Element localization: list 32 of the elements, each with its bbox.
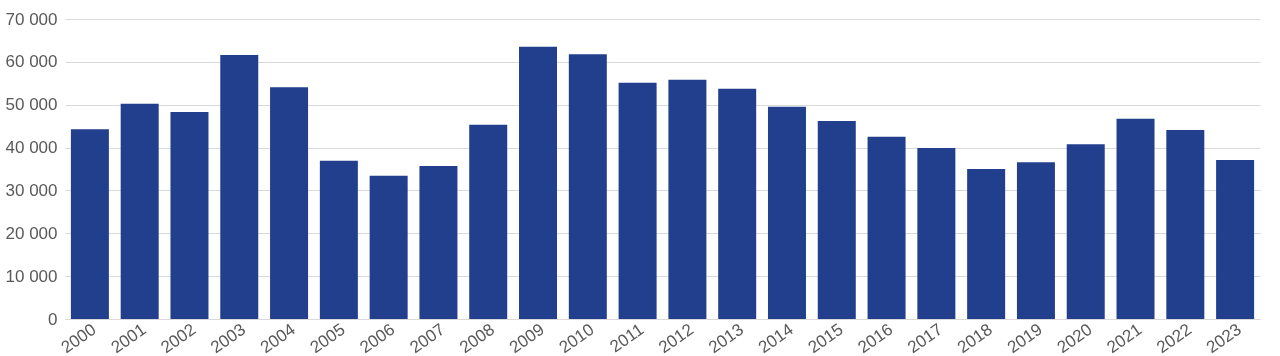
bar <box>1116 118 1155 319</box>
bar <box>319 160 358 319</box>
bar <box>469 124 508 319</box>
bar <box>568 54 607 319</box>
y-tick-label: 70 000 <box>5 9 58 29</box>
y-tick-label: 60 000 <box>5 52 58 72</box>
bar <box>369 175 408 319</box>
y-tick-label: 20 000 <box>5 223 58 243</box>
y-tick-label: 50 000 <box>5 95 58 115</box>
y-tick-label: 0 <box>48 309 58 329</box>
bar <box>70 129 109 319</box>
bar <box>668 79 707 319</box>
bar <box>1166 130 1205 319</box>
bar <box>1216 160 1255 319</box>
y-tick-label: 30 000 <box>5 180 58 200</box>
bar <box>270 87 309 319</box>
bar <box>867 136 906 319</box>
bar <box>1066 144 1105 319</box>
y-tick-label: 10 000 <box>5 266 58 286</box>
bar <box>120 103 159 319</box>
bar <box>618 82 657 319</box>
bar <box>718 88 757 319</box>
y-tick-label: 40 000 <box>5 138 58 158</box>
bar <box>220 55 259 319</box>
bar <box>917 148 956 319</box>
bar <box>170 112 209 319</box>
bar <box>817 121 856 319</box>
bar <box>419 166 458 319</box>
bar <box>767 106 806 319</box>
bar <box>967 169 1006 319</box>
bar <box>1016 162 1055 319</box>
bar <box>519 46 558 319</box>
